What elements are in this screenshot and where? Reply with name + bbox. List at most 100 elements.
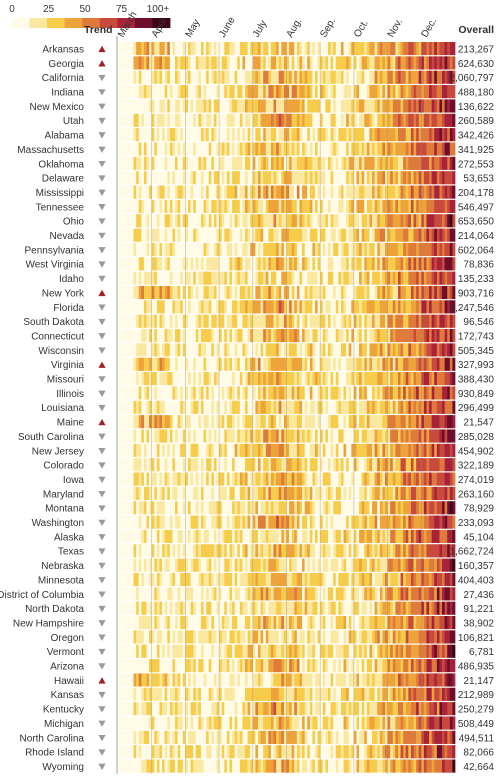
heatmap-cell	[410, 199, 414, 213]
heatmap-cell	[286, 70, 290, 84]
heatmap-cell	[255, 372, 259, 386]
heatmap-cell	[379, 142, 383, 156]
heatmap-cell	[203, 314, 207, 328]
heatmap-cell	[397, 257, 401, 271]
heatmap-cell	[289, 70, 293, 84]
heatmap-cell	[200, 128, 204, 142]
heatmap-cell	[423, 257, 427, 271]
heatmap-cell	[330, 113, 334, 127]
heatmap-cell	[452, 529, 456, 544]
heatmap-cell	[257, 486, 261, 500]
heatmap-cell	[364, 314, 368, 328]
heatmap-cell	[444, 85, 448, 99]
heatmap-cell	[379, 156, 383, 170]
heatmap-cell	[252, 128, 256, 142]
heatmap-cell	[289, 314, 293, 328]
heatmap-cell	[348, 171, 352, 185]
heatmap-cell	[193, 171, 197, 185]
heatmap-cell	[268, 343, 272, 357]
heatmap-cell	[302, 85, 305, 99]
heatmap-cell	[128, 242, 132, 257]
heatmap-cell	[434, 572, 438, 587]
heatmap-cell	[343, 529, 347, 544]
heatmap-cell	[245, 271, 248, 285]
heatmap-cell	[206, 429, 210, 443]
heatmap-cell	[133, 558, 137, 572]
heatmap-cell	[177, 458, 181, 472]
heatmap-cell	[146, 572, 150, 587]
heatmap-cell	[447, 343, 451, 357]
heatmap-cell	[237, 486, 241, 500]
heatmap-cell	[187, 214, 191, 228]
heatmap-cell	[130, 357, 134, 371]
heatmap-cell	[421, 199, 425, 213]
heatmap-cell	[330, 472, 334, 486]
heatmap-cell	[421, 128, 425, 142]
heatmap-cell	[283, 372, 287, 386]
heatmap-cell	[245, 314, 248, 328]
heatmap-cell	[123, 458, 127, 472]
heatmap-cell	[392, 142, 396, 156]
heatmap-cell	[327, 400, 331, 414]
heatmap-cell	[327, 515, 331, 529]
heatmap-cell	[447, 257, 451, 271]
heatmap-cell	[229, 113, 233, 127]
heatmap-cell	[369, 558, 373, 572]
heatmap-cell	[159, 171, 163, 185]
heatmap-cell	[333, 300, 337, 314]
heatmap-cell	[278, 242, 282, 257]
heatmap-cell	[312, 185, 316, 199]
heatmap-cell	[382, 529, 386, 544]
heatmap-cell	[429, 357, 433, 371]
heatmap-cell	[260, 85, 264, 99]
heatmap-cell	[395, 128, 399, 142]
heatmap-cell	[159, 214, 163, 228]
heatmap-cell	[175, 515, 178, 529]
heatmap-cell	[245, 199, 248, 213]
heatmap-cell	[169, 415, 173, 429]
heatmap-cell	[403, 228, 407, 242]
heatmap-cell	[257, 56, 261, 70]
heatmap-cell	[234, 85, 238, 99]
heatmap-cell	[195, 501, 199, 515]
heatmap-cell	[229, 443, 233, 457]
heatmap-cell	[278, 42, 282, 56]
heatmap-cell	[405, 242, 409, 257]
heatmap-cell	[149, 99, 153, 113]
heatmap-cell	[442, 171, 445, 185]
heatmap-cell	[141, 70, 145, 84]
heatmap-cell	[193, 515, 197, 529]
heatmap-cell	[369, 372, 373, 386]
heatmap-cell	[149, 314, 153, 328]
heatmap-cell	[452, 85, 456, 99]
heatmap-cell	[247, 199, 251, 213]
heatmap-cell	[405, 257, 409, 271]
heatmap-cell	[193, 300, 197, 314]
heatmap-cell	[299, 343, 303, 357]
heatmap-cell	[136, 314, 140, 328]
heatmap-cell	[180, 429, 184, 443]
heatmap-cell	[270, 544, 274, 558]
heatmap-cell	[343, 558, 347, 572]
heatmap-cell	[211, 515, 215, 529]
heatmap-cell	[361, 486, 365, 500]
heatmap-cell	[361, 314, 365, 328]
heatmap-cell	[340, 70, 344, 84]
heatmap-cell	[234, 242, 238, 257]
heatmap-cell	[232, 357, 235, 371]
heatmap-cell	[343, 429, 347, 443]
heatmap-cell	[281, 85, 285, 99]
heatmap-cell	[327, 85, 331, 99]
heatmap-cell	[442, 199, 445, 213]
heatmap-cell	[356, 329, 360, 343]
heatmap-cell	[338, 242, 342, 257]
heatmap-cell	[304, 572, 308, 587]
heatmap-cell	[442, 329, 445, 343]
heatmap-cell	[286, 271, 290, 285]
heatmap-cell	[294, 171, 298, 185]
heatmap-cell	[278, 429, 282, 443]
heatmap-cell	[242, 400, 246, 414]
heatmap-cell	[447, 128, 451, 142]
heatmap-cell	[447, 329, 451, 343]
heatmap-cell	[382, 443, 386, 457]
